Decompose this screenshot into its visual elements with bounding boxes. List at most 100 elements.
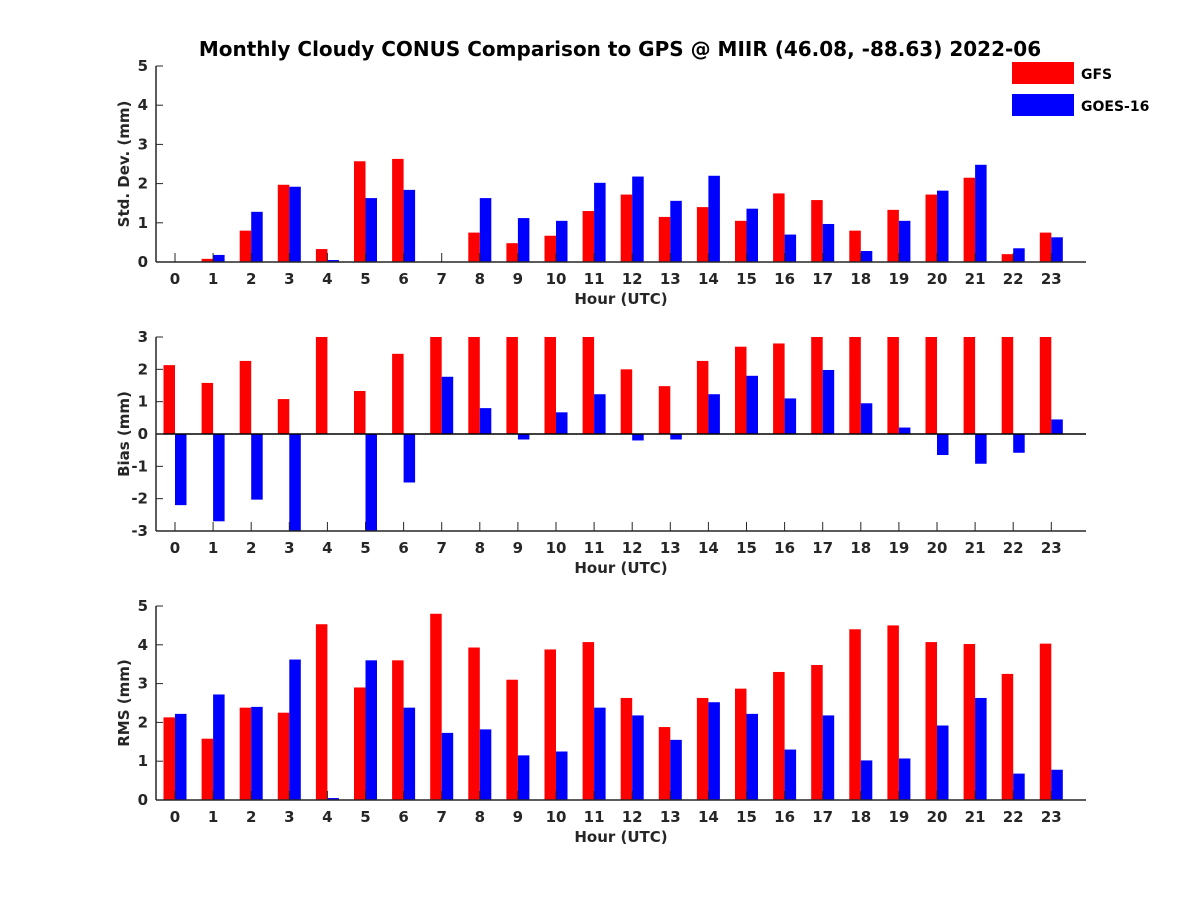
bias-x-tick-label: 15 — [736, 539, 757, 557]
bias-x-tick-label: 9 — [513, 539, 523, 557]
rms-bar-gfs-17 — [811, 664, 823, 800]
std-dev-bar-goes-16-22 — [1013, 248, 1025, 262]
rms-bar-goes-16-13 — [670, 739, 682, 800]
bias-x-tick-label: 1 — [208, 539, 218, 557]
std-dev-x-tick-label: 16 — [774, 270, 795, 288]
bias-x-tick-label: 6 — [398, 539, 408, 557]
std-dev-bar-goes-16-20 — [937, 190, 949, 262]
bias-bar-goes-16-22 — [1013, 434, 1025, 453]
bias-bar-goes-16-11 — [594, 394, 606, 434]
rms-bar-gfs-6 — [392, 660, 404, 800]
rms-x-tick-label: 17 — [812, 808, 833, 826]
rms-bar-gfs-1 — [201, 738, 214, 800]
std-dev-bar-goes-16-5 — [365, 198, 377, 262]
rms-bar-goes-16-1 — [213, 694, 225, 800]
bias-bar-gfs-9 — [506, 337, 518, 434]
std-dev-bar-gfs-16 — [773, 193, 785, 262]
std-dev-bar-goes-16-13 — [670, 200, 682, 262]
rms-bar-gfs-12 — [620, 697, 633, 800]
rms-bar-gfs-14 — [696, 697, 709, 800]
std-dev-bar-gfs-18 — [849, 230, 861, 262]
rms-x-tick-label: 12 — [622, 808, 643, 826]
std-dev-y-tick-label: 5 — [138, 57, 148, 75]
rms-bar-goes-16-5 — [365, 660, 377, 800]
bias-x-tick-label: 17 — [812, 539, 833, 557]
std-dev-x-tick-label: 13 — [660, 270, 681, 288]
bias-x-tick-label: 2 — [246, 539, 256, 557]
bias-bar-goes-16-19 — [898, 427, 911, 434]
std-dev-x-tick-label: 22 — [1003, 270, 1024, 288]
std-dev-bar-gfs-1 — [201, 258, 214, 262]
std-dev-bar-gfs-14 — [696, 207, 709, 262]
std-dev-bar-goes-16-6 — [403, 189, 416, 262]
std-dev-bar-goes-16-9 — [517, 218, 530, 262]
legend-swatch-goes-16 — [1012, 94, 1074, 116]
bias-bar-gfs-20 — [925, 337, 937, 434]
bias-x-axis-label: Hour (UTC) — [574, 559, 667, 577]
bias-x-tick-label: 0 — [170, 539, 180, 557]
rms-bar-gfs-2 — [239, 707, 252, 800]
rms-bar-goes-16-4 — [327, 798, 339, 800]
std-dev-y-axis-label: Std. Dev. (mm) — [115, 101, 133, 228]
std-dev-y-tick-label: 4 — [138, 96, 148, 114]
bias-y-axis-label: Bias (mm) — [115, 391, 133, 477]
rms-x-tick-label: 8 — [475, 808, 485, 826]
bias-bar-goes-16-15 — [746, 375, 758, 434]
rms-bar-goes-16-3 — [289, 659, 301, 800]
bias-x-tick-label: 20 — [927, 539, 948, 557]
bias-x-tick-label: 10 — [546, 539, 567, 557]
rms-bar-gfs-9 — [506, 679, 518, 800]
bias-bar-gfs-4 — [315, 337, 328, 434]
rms-y-tick-label: 3 — [138, 675, 148, 693]
rms-bar-gfs-18 — [849, 629, 861, 800]
bias-x-tick-label: 12 — [622, 539, 643, 557]
rms-bar-gfs-19 — [887, 625, 899, 800]
rms-x-tick-label: 9 — [513, 808, 523, 826]
rms-x-tick-label: 4 — [322, 808, 332, 826]
bias-y-tick-label: 3 — [138, 328, 148, 346]
bias-bar-goes-16-8 — [479, 408, 492, 434]
bias-y-tick-label: 0 — [138, 425, 148, 443]
std-dev-bar-goes-16-2 — [251, 211, 263, 262]
std-dev-x-tick-label: 7 — [436, 270, 446, 288]
bias-bar-gfs-21 — [963, 337, 976, 434]
bias-bar-gfs-2 — [239, 360, 252, 434]
std-dev-bar-goes-16-19 — [898, 220, 911, 262]
std-dev-bar-gfs-12 — [620, 194, 633, 262]
bias-bar-gfs-6 — [392, 353, 404, 434]
legend-label-goes-16: GOES-16 — [1081, 99, 1149, 115]
rms-bar-gfs-4 — [315, 624, 328, 800]
bias-bar-goes-16-18 — [860, 403, 873, 434]
rms-bar-goes-16-6 — [403, 707, 416, 800]
bias-bar-gfs-5 — [354, 390, 366, 434]
std-dev-bar-gfs-3 — [277, 184, 290, 262]
std-dev-x-tick-label: 12 — [622, 270, 643, 288]
rms-bar-goes-16-22 — [1013, 773, 1025, 800]
rms-y-tick-label: 4 — [138, 636, 148, 654]
bias-y-tick-label: -3 — [131, 522, 148, 540]
rms-bar-goes-16-9 — [517, 755, 530, 800]
bias-bar-goes-16-10 — [556, 412, 568, 434]
bias-y-tick-label: -1 — [131, 457, 148, 475]
rms-bar-gfs-5 — [354, 687, 366, 800]
rms-bar-goes-16-15 — [746, 713, 758, 800]
rms-x-tick-label: 22 — [1003, 808, 1024, 826]
std-dev-x-tick-label: 21 — [965, 270, 986, 288]
rms-bar-goes-16-0 — [175, 713, 187, 800]
bias-bar-goes-16-17 — [822, 369, 835, 434]
bias-bar-gfs-16 — [773, 343, 785, 434]
bias-bar-goes-16-3 — [289, 434, 301, 531]
std-dev-bar-goes-16-16 — [784, 234, 797, 262]
std-dev-x-tick-label: 17 — [812, 270, 833, 288]
std-dev-x-tick-label: 1 — [208, 270, 218, 288]
chart-title: Monthly Cloudy CONUS Comparison to GPS @… — [199, 37, 1041, 61]
bias-bar-goes-16-2 — [251, 434, 263, 500]
rms-bar-gfs-15 — [735, 688, 747, 800]
std-dev-bar-gfs-19 — [887, 209, 899, 262]
std-dev-y-tick-label: 2 — [138, 175, 148, 193]
bias-y-tick-label: -2 — [131, 490, 148, 508]
std-dev-bar-goes-16-12 — [632, 176, 644, 262]
